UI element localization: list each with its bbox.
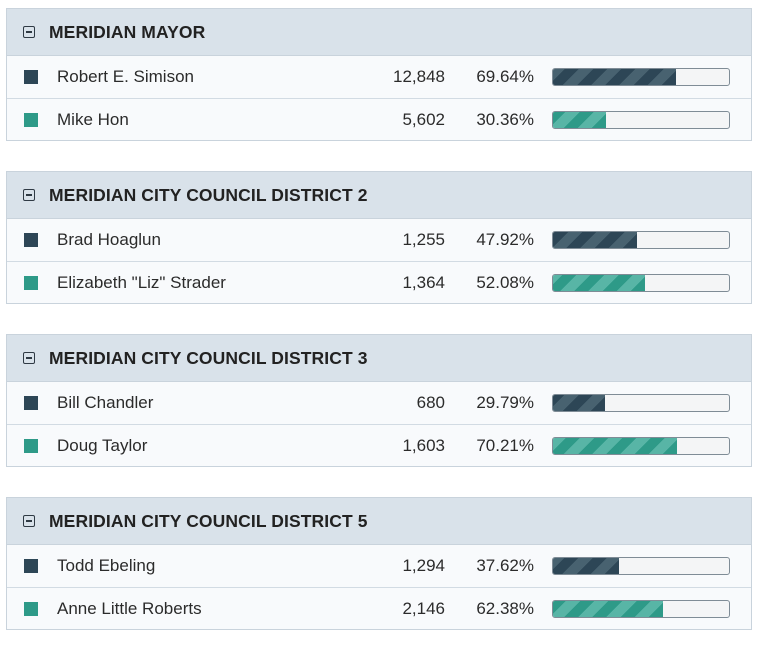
candidate-percent: 62.38% xyxy=(476,598,534,618)
candidate-votes: 680 xyxy=(416,393,445,412)
candidate-name: Mike Hon xyxy=(57,109,129,129)
collapse-icon[interactable] xyxy=(23,352,35,364)
race-panel: MERIDIAN CITY COUNCIL DISTRICT 5 Todd Eb… xyxy=(6,497,752,630)
candidate-percent: 70.21% xyxy=(476,435,534,455)
candidate-name: Todd Ebeling xyxy=(57,556,156,575)
vote-share-fill xyxy=(553,232,638,248)
race-title: MERIDIAN MAYOR xyxy=(49,21,206,42)
vote-share-bar xyxy=(552,110,730,129)
candidate-name: Anne Little Roberts xyxy=(57,598,202,618)
candidate-name: Brad Hoaglun xyxy=(57,230,161,249)
race-title: MERIDIAN CITY COUNCIL DISTRICT 2 xyxy=(49,184,368,205)
race-header[interactable]: MERIDIAN CITY COUNCIL DISTRICT 2 xyxy=(7,172,751,219)
candidate-row: Robert E. Simison 12,848 69.64% xyxy=(7,56,751,98)
vote-share-bar xyxy=(552,231,730,249)
candidate-votes: 1,603 xyxy=(402,435,445,455)
race-header[interactable]: MERIDIAN CITY COUNCIL DISTRICT 5 xyxy=(7,498,751,545)
vote-share-fill xyxy=(553,600,663,617)
candidate-votes: 1,364 xyxy=(402,272,445,292)
vote-share-bar xyxy=(552,273,730,292)
candidate-percent: 37.62% xyxy=(476,556,534,575)
race-header[interactable]: MERIDIAN CITY COUNCIL DISTRICT 3 xyxy=(7,335,751,382)
candidate-color-swatch xyxy=(24,438,38,453)
vote-share-fill xyxy=(553,395,606,411)
candidate-name: Doug Taylor xyxy=(57,435,148,455)
race-header[interactable]: MERIDIAN MAYOR xyxy=(7,9,751,56)
race-title: MERIDIAN CITY COUNCIL DISTRICT 5 xyxy=(49,510,368,531)
vote-share-fill xyxy=(553,111,607,128)
candidate-row: Doug Taylor 1,603 70.21% xyxy=(7,424,751,466)
race-results: MERIDIAN MAYOR Robert E. Simison 12,848 … xyxy=(6,8,752,660)
race-panel: MERIDIAN CITY COUNCIL DISTRICT 2 Brad Ho… xyxy=(6,171,752,304)
collapse-icon[interactable] xyxy=(23,189,35,201)
vote-share-fill xyxy=(553,558,620,574)
race-panel: MERIDIAN MAYOR Robert E. Simison 12,848 … xyxy=(6,8,752,141)
vote-share-fill xyxy=(553,437,677,454)
candidate-row: Mike Hon 5,602 30.36% xyxy=(7,98,751,140)
candidate-percent: 30.36% xyxy=(476,109,534,129)
vote-share-bar xyxy=(552,436,730,455)
collapse-icon[interactable] xyxy=(23,26,35,38)
vote-share-fill xyxy=(553,69,676,85)
candidate-name: Robert E. Simison xyxy=(57,67,194,86)
candidate-color-swatch xyxy=(24,559,38,573)
candidate-color-swatch xyxy=(24,396,38,410)
candidate-votes: 2,146 xyxy=(402,598,445,618)
race-title: MERIDIAN CITY COUNCIL DISTRICT 3 xyxy=(49,347,368,368)
candidate-row: Todd Ebeling 1,294 37.62% xyxy=(7,545,751,587)
candidate-percent: 47.92% xyxy=(476,230,534,249)
candidate-row: Anne Little Roberts 2,146 62.38% xyxy=(7,587,751,629)
race-panel: MERIDIAN CITY COUNCIL DISTRICT 3 Bill Ch… xyxy=(6,334,752,467)
candidate-name: Bill Chandler xyxy=(57,393,154,412)
candidate-row: Elizabeth "Liz" Strader 1,364 52.08% xyxy=(7,261,751,303)
candidate-percent: 69.64% xyxy=(476,67,534,86)
collapse-icon[interactable] xyxy=(23,515,35,527)
candidate-votes: 12,848 xyxy=(393,67,445,86)
candidate-percent: 52.08% xyxy=(476,272,534,292)
vote-share-bar xyxy=(552,599,730,618)
candidate-name: Elizabeth "Liz" Strader xyxy=(57,272,226,292)
candidate-color-swatch xyxy=(24,233,38,247)
candidate-votes: 5,602 xyxy=(402,109,445,129)
vote-share-fill xyxy=(553,274,645,291)
candidate-color-swatch xyxy=(24,70,38,84)
candidate-color-swatch xyxy=(24,275,38,290)
candidate-votes: 1,294 xyxy=(402,556,445,575)
candidate-percent: 29.79% xyxy=(476,393,534,412)
vote-share-bar xyxy=(552,394,730,412)
candidate-votes: 1,255 xyxy=(402,230,445,249)
candidate-color-swatch xyxy=(24,601,38,616)
candidate-row: Brad Hoaglun 1,255 47.92% xyxy=(7,219,751,261)
vote-share-bar xyxy=(552,68,730,86)
candidate-color-swatch xyxy=(24,112,38,127)
candidate-row: Bill Chandler 680 29.79% xyxy=(7,382,751,424)
vote-share-bar xyxy=(552,557,730,575)
